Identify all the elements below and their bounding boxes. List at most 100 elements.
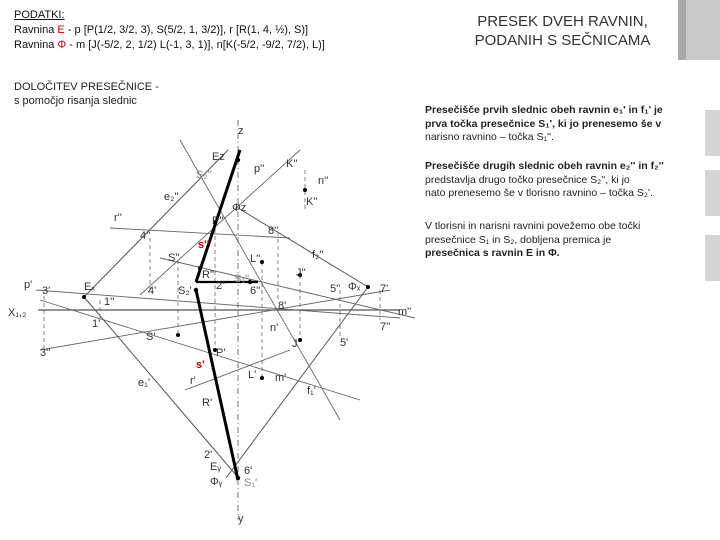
label-Jpp: J'' (296, 267, 306, 279)
label-Kpp2: K'' (306, 196, 318, 208)
f2-trace (237, 207, 369, 288)
page-title: PRESEK DVEH RAVNIN, PODANIH S SEČNICAMA (455, 12, 670, 50)
plane-e-definition: Ravnina E - p [P(1/2, 3/2, 3), S(5/2, 1,… (14, 24, 309, 36)
label-S2p: S₂' (178, 285, 192, 297)
label-5p: 5' (340, 337, 348, 349)
label-1pp: 1'' (104, 296, 114, 308)
label-f1p: f₁' (307, 385, 316, 397)
point-Sp (176, 333, 180, 337)
point-Ex (82, 295, 86, 299)
label-1p: 1' (92, 318, 100, 330)
label-np: n' (270, 322, 278, 334)
label-z: z (238, 125, 244, 137)
label-Rp: R' (202, 397, 212, 409)
plane-e-name: E (57, 24, 65, 36)
label-ppr: p' (24, 279, 32, 291)
label-rpp: r'' (114, 212, 122, 224)
sidebar-tab-3 (705, 235, 720, 281)
label-7pp: 7'' (380, 321, 390, 333)
point-S1p (235, 475, 241, 481)
f1-trace (225, 286, 369, 479)
label-rp: r' (190, 375, 196, 387)
label-npp: n'' (318, 175, 328, 187)
label-sp: s' (196, 359, 205, 371)
r-prime-line (35, 289, 401, 319)
label-2p: 2' (204, 449, 212, 461)
label-x12: X₁,₂ (8, 307, 26, 319)
sidebar-tab-1 (705, 110, 720, 156)
label-Rpp: R'' (202, 269, 214, 281)
p-prime-line (184, 349, 291, 391)
plane-phi-name: Φ (57, 39, 67, 51)
data-heading: PODATKI: (14, 9, 65, 21)
label-mpp: m'' (398, 306, 411, 318)
label-spp: s'' (198, 239, 210, 251)
label-Lpp: L'' (250, 253, 260, 265)
n-double-prime-line (139, 149, 301, 296)
label-6pp: 6'' (250, 285, 260, 297)
label-6p: 6' (244, 465, 252, 477)
sidebar-tab-2 (705, 170, 720, 216)
point-S2p (193, 287, 199, 293)
info-paragraph-1: Presečišče prvih slednic obeh ravnin e₁'… (425, 104, 663, 143)
point-S1pp (247, 279, 253, 285)
label-Phiy: Φᵧ (210, 476, 223, 488)
label-Kpp: K'' (286, 158, 298, 170)
label-y: y (238, 513, 244, 525)
e2-trace (83, 149, 229, 298)
label-e1p: e₁' (138, 377, 150, 389)
label-Phix: Φₓ (348, 281, 361, 293)
point-Kpp (303, 188, 307, 192)
label-Pp: P' (216, 347, 225, 359)
label-pp: p'' (254, 163, 264, 175)
header-accent-bar (678, 0, 720, 60)
label-Phiz: Φᴢ (232, 202, 246, 214)
title-line-2: PODANIH S SEČNICAMA (474, 32, 651, 49)
info-paragraph-3: V tlorisni in narisni ravnini povežemo o… (425, 220, 641, 259)
point-Ppp (213, 220, 217, 224)
e1-trace (83, 296, 237, 476)
label-Sp: S' (146, 331, 155, 343)
label-Jp: J' (292, 338, 300, 350)
label-mp: m' (275, 372, 286, 384)
label-Ppp: P'' (212, 215, 224, 227)
label-8pp: 8'' (268, 225, 278, 237)
label-3p: 3' (42, 285, 50, 297)
m-double-prime-line (159, 257, 416, 319)
info-paragraph-2: Presečišče drugih slednic obeh ravnin e₂… (425, 160, 664, 199)
point-Lp (260, 376, 264, 380)
label-f2pp: f₂'' (312, 249, 324, 261)
point-Lpp (260, 260, 264, 264)
intersection-line-top (194, 289, 240, 481)
point-Jp (298, 338, 302, 342)
label-Ey: Eᵧ (210, 461, 221, 473)
label-S2pp: S₂'' (196, 169, 212, 181)
p-double-prime-line (179, 139, 341, 421)
label-3pp: 3'' (40, 347, 50, 359)
label-e2pp: e₂'' (164, 191, 179, 203)
label-Ez: Eᴢ (212, 151, 225, 163)
title-line-1: PRESEK DVEH RAVNIN, (477, 13, 648, 30)
intersection-line-front (194, 149, 242, 283)
point-S2pp (235, 157, 241, 163)
label-S1pp: S₁'' (234, 273, 249, 285)
label-Lp: L' (248, 369, 256, 381)
label-7p: 7' (380, 283, 388, 295)
r-double-prime-line (109, 227, 291, 239)
label-4p: 4' (148, 285, 156, 297)
label-Spp: S'' (168, 252, 180, 264)
label-8p: 8' (278, 300, 286, 312)
label-Ex: Eₓ (84, 281, 95, 293)
point-Jpp (298, 273, 302, 277)
point-Phix (366, 285, 370, 289)
m-prime-line (39, 299, 361, 401)
method-note: DOLOČITEV PRESEČNICE - s pomočjo risanja… (14, 81, 159, 107)
given-data: PODATKI: Ravnina E - p [P(1/2, 3/2, 3), … (14, 8, 325, 53)
label-2pp: 2'' (216, 280, 226, 292)
label-5pp: 5'' (330, 283, 340, 295)
plane-phi-definition: Ravnina Φ - m [J(-5/2, 2, 1/2) L(-1, 3, … (14, 39, 325, 51)
point-Rpp (198, 266, 202, 270)
label-4pp: 4'' (140, 230, 150, 242)
label-S1p: S₁' (244, 477, 257, 489)
